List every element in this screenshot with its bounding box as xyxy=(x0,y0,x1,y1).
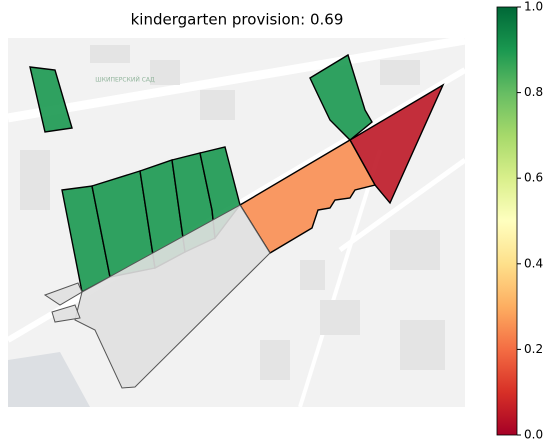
district xyxy=(74,204,271,389)
district xyxy=(309,53,373,141)
title: kindergarten provision: 0.69 xyxy=(131,11,344,29)
colorbar-tick-label: 0.0 xyxy=(524,428,543,442)
basemap: ШКИПЕРСКИЙ САД xyxy=(8,38,465,407)
district xyxy=(43,282,83,306)
district xyxy=(239,139,377,254)
map-label: ШКИПЕРСКИЙ САД xyxy=(95,77,155,84)
colorbar xyxy=(496,6,518,436)
colorbar-tick-label: 0.4 xyxy=(524,256,543,270)
district xyxy=(29,66,73,133)
colorbar-tick-label: 0.2 xyxy=(524,342,543,356)
district xyxy=(51,304,81,323)
colorbar-tick-label: 0.6 xyxy=(524,171,543,185)
colorbar-tick-label: 1.0 xyxy=(524,0,543,14)
colorbar-tick-label: 0.8 xyxy=(524,85,543,99)
